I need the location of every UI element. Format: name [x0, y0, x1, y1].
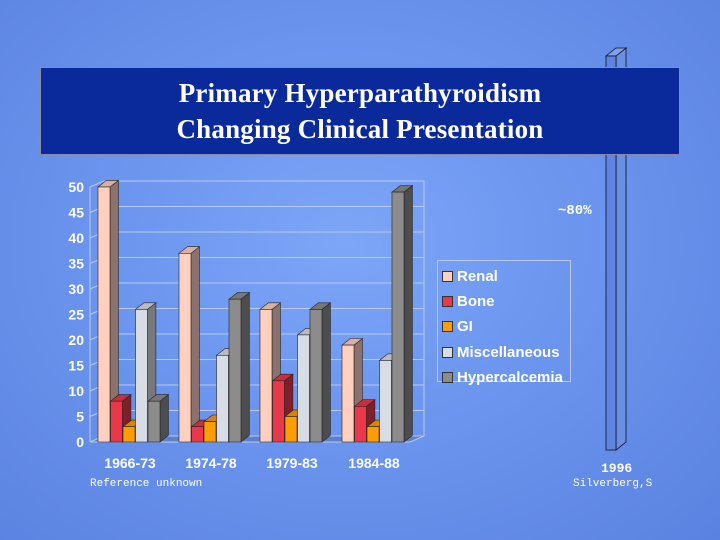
legend-label: Miscellaneous	[457, 343, 560, 361]
bar-gi-1974-78	[203, 421, 217, 443]
y-tick-label: 40	[68, 230, 84, 246]
reference-note: Reference unknown	[90, 478, 203, 490]
comparison-year-label: 1996	[601, 461, 633, 476]
bar-miscellaneous-1979-83	[297, 334, 310, 443]
y-tick-label: 0	[76, 434, 84, 450]
legend-swatch	[442, 321, 453, 333]
title-line-1: Primary Hyperparathyroidism	[178, 78, 542, 108]
legend-item: Hypercalcemia	[442, 365, 570, 390]
source-note: Silverberg,S	[573, 478, 653, 490]
legend-label: Bone	[457, 293, 495, 311]
bar-hypercalcemia-1966-73	[147, 400, 161, 443]
legend-swatch	[442, 346, 453, 358]
legend-label: GI	[457, 318, 473, 336]
bar-hypercalcemia-1979-83	[309, 309, 323, 443]
bar-gi-1979-83	[284, 416, 298, 443]
bar-hypercalcemia-1974-78	[228, 298, 242, 443]
bar-side	[240, 291, 250, 443]
x-tick-label: 1979-83	[266, 455, 318, 471]
bar-bone-1984-88	[354, 405, 367, 443]
chart-legend: Renal Bone GI Miscellaneous Hypercalcemia	[437, 260, 571, 386]
y-tick-label: 35	[68, 256, 84, 272]
bar-side	[159, 393, 169, 443]
y-tick-label: 15	[68, 358, 84, 374]
y-tick-label: 45	[68, 205, 84, 221]
comparison-value-label: ~80%	[558, 203, 592, 219]
grid-line-side	[89, 180, 105, 188]
legend-item: Renal	[442, 264, 570, 289]
bar-miscellaneous-1966-73	[135, 309, 148, 443]
legend-swatch	[442, 271, 453, 283]
bar-bone-1979-83	[272, 380, 285, 443]
y-tick-label: 25	[68, 307, 84, 323]
bar-bone-1974-78	[191, 426, 204, 443]
bar-miscellaneous-1984-88	[379, 360, 392, 443]
bar-hypercalcemia-1984-88	[391, 191, 405, 443]
x-tick-label: 1984-88	[348, 455, 400, 471]
legend-item: Miscellaneous	[442, 340, 570, 365]
bar-bone-1966-73	[110, 400, 123, 443]
y-tick-label: 20	[68, 332, 84, 348]
bar-gi-1984-88	[366, 426, 380, 443]
legend-label: Renal	[457, 268, 498, 286]
bar-side	[403, 184, 413, 443]
bar-side	[321, 302, 331, 443]
y-tick-label: 5	[76, 409, 84, 425]
bar-renal-1974-78	[178, 253, 192, 443]
bar-renal-1966-73	[97, 186, 111, 443]
x-tick-label: 1966-73	[104, 455, 156, 471]
legend-item: GI	[442, 314, 570, 339]
bar-miscellaneous-1974-78	[216, 354, 229, 443]
y-tick-label: 30	[68, 281, 84, 297]
legend-swatch	[442, 371, 453, 383]
legend-swatch	[442, 296, 453, 308]
x-tick-label: 1974-78	[185, 455, 237, 471]
legend-label: Hypercalcemia	[457, 368, 563, 386]
legend-item: Bone	[442, 289, 570, 314]
comparison-bar-1996	[605, 55, 617, 451]
bar-renal-1984-88	[341, 344, 355, 443]
title-banner: Primary Hyperparathyroidism Changing Cli…	[40, 67, 680, 155]
bar-renal-1979-83	[259, 309, 273, 443]
title-line-2: Changing Clinical Presentation	[176, 114, 544, 144]
y-tick-label: 10	[68, 383, 84, 399]
y-tick-label: 50	[68, 179, 84, 195]
bar-side	[190, 246, 200, 443]
bar-gi-1966-73	[122, 426, 136, 443]
